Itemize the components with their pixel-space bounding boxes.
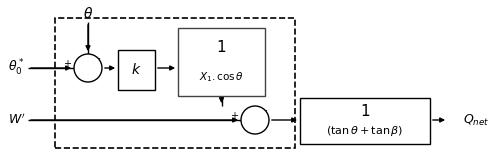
Text: $X_1.\cos\theta$: $X_1.\cos\theta$ — [199, 70, 244, 84]
Text: $-$: $-$ — [259, 104, 268, 114]
Text: $(\tan\theta + \tan\beta)$: $(\tan\theta + \tan\beta)$ — [326, 124, 404, 138]
Text: $\theta$: $\theta$ — [83, 6, 93, 22]
Bar — [178, 28, 265, 96]
Text: $1$: $1$ — [216, 39, 226, 55]
Text: $1$: $1$ — [360, 103, 370, 119]
Bar — [118, 50, 155, 90]
Text: +: + — [63, 59, 71, 69]
Bar — [55, 18, 295, 148]
Text: $k$: $k$ — [132, 63, 141, 77]
Text: +: + — [230, 111, 238, 121]
Ellipse shape — [241, 106, 269, 134]
Text: $\theta_0^*$: $\theta_0^*$ — [8, 58, 24, 78]
Text: $W'$: $W'$ — [8, 113, 25, 127]
Ellipse shape — [74, 54, 102, 82]
Bar — [300, 98, 430, 144]
Text: $Q_{net}$: $Q_{net}$ — [463, 112, 489, 127]
Text: $-$: $-$ — [92, 52, 101, 62]
